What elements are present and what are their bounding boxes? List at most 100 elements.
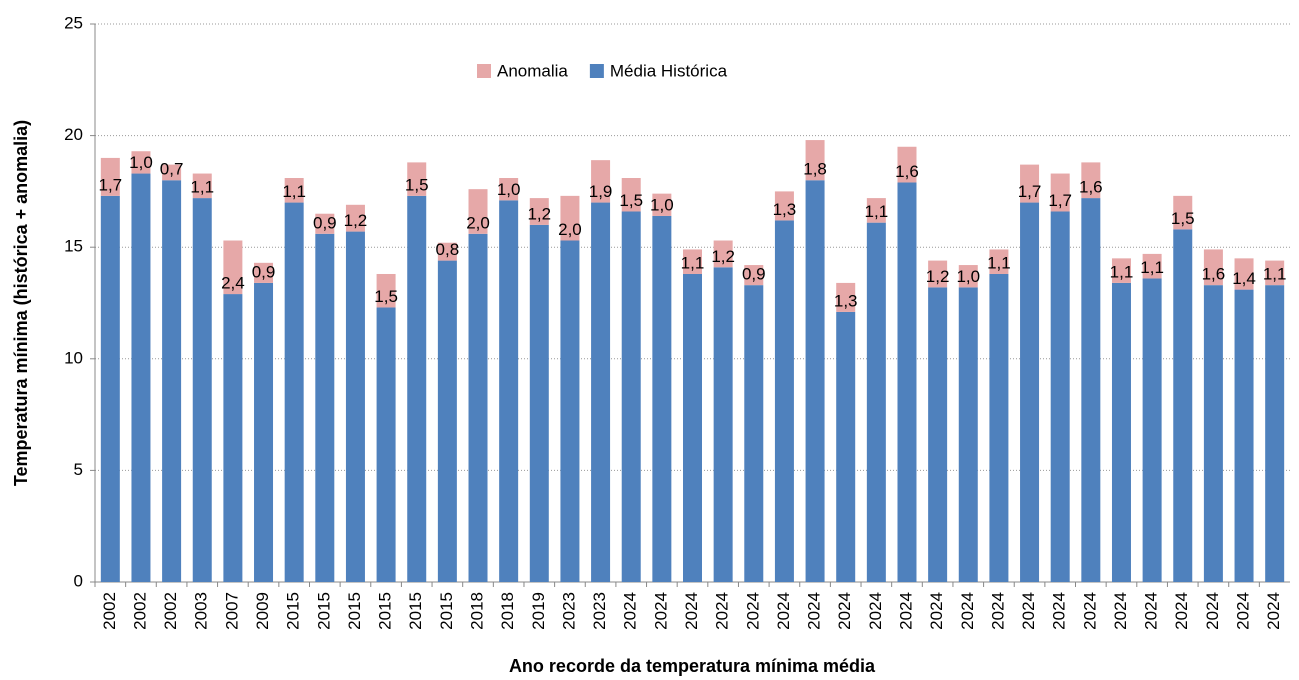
bar-segment — [621, 211, 641, 582]
bar-segment — [774, 220, 794, 582]
data-label: 1,1 — [681, 253, 705, 272]
bar-segment — [315, 213, 335, 234]
data-label: 1,1 — [282, 182, 306, 201]
x-tick-label: 2024 — [1172, 592, 1191, 630]
bar-segment — [192, 173, 212, 199]
bar-segment — [315, 233, 335, 583]
data-label: 1,6 — [1202, 265, 1226, 284]
bar-segment — [683, 273, 702, 582]
bar-segment — [131, 173, 151, 582]
bar-segment — [437, 242, 457, 261]
bar-segment — [1142, 253, 1162, 279]
data-label: 1,1 — [190, 178, 214, 197]
data-label: 1,8 — [803, 160, 827, 179]
legend-swatch — [589, 64, 604, 78]
data-label: 1,0 — [497, 180, 521, 199]
data-label: 1,0 — [956, 267, 980, 286]
x-tick-label: 2024 — [1050, 592, 1069, 630]
x-tick-label: 2024 — [958, 592, 977, 630]
x-tick-label: 2018 — [498, 592, 517, 630]
x-axis-title: Ano recorde da temperatura mínima média — [509, 656, 876, 676]
data-label: 1,3 — [773, 200, 797, 219]
bar-segment — [1173, 195, 1193, 230]
x-tick-label: 2009 — [253, 592, 272, 630]
data-label: 1,2 — [527, 204, 551, 223]
bar-segment — [254, 262, 274, 283]
bar-segment — [866, 198, 886, 223]
bar-segment — [989, 249, 1009, 274]
bar-segment — [1265, 260, 1285, 286]
data-label: 0,7 — [160, 160, 184, 179]
x-tick-label: 2024 — [743, 592, 762, 630]
data-label: 1,7 — [99, 175, 123, 194]
x-tick-label: 2015 — [437, 592, 456, 630]
bar-segment — [897, 182, 917, 583]
x-tick-label: 2024 — [866, 592, 885, 630]
data-label: 1,7 — [1018, 182, 1042, 201]
bar-segment — [1050, 211, 1070, 582]
bar-segment — [958, 287, 978, 582]
x-tick-label: 2024 — [805, 592, 824, 630]
bar-segment — [345, 204, 365, 232]
bar-segment — [223, 240, 243, 295]
data-label: 1,0 — [129, 153, 153, 172]
x-tick-label: 2002 — [100, 592, 119, 630]
bar-segment — [529, 224, 549, 582]
x-tick-label: 2024 — [1142, 592, 1161, 630]
x-tick-label: 2015 — [284, 592, 303, 630]
bar-segment — [1265, 285, 1285, 582]
data-label: 1,1 — [1110, 262, 1134, 281]
data-label: 1,5 — [405, 175, 429, 194]
bar-segment — [407, 162, 427, 196]
data-label: 1,1 — [987, 253, 1011, 272]
x-tick-label: 2024 — [682, 592, 701, 630]
bar-segment — [560, 195, 580, 241]
bar-segment — [1111, 282, 1131, 582]
x-tick-label: 2019 — [529, 592, 548, 630]
data-label: 0,9 — [313, 213, 337, 232]
data-label: 1,5 — [619, 191, 643, 210]
x-tick-label: 2024 — [1111, 592, 1130, 630]
data-label: 2,0 — [466, 213, 490, 232]
x-tick-label: 2024 — [1203, 592, 1222, 630]
x-tick-label: 2024 — [621, 592, 640, 630]
bar-segment — [1203, 285, 1223, 582]
x-tick-label: 2024 — [713, 592, 732, 630]
x-tick-label: 2024 — [651, 592, 670, 630]
y-axis-title: Temperatura mínima (histórica + anomalia… — [11, 120, 31, 486]
bar-segment — [1020, 202, 1040, 582]
bar-segment — [652, 193, 672, 216]
data-label: 1,1 — [1263, 265, 1287, 284]
bar-segment — [468, 189, 488, 234]
x-tick-label: 2015 — [406, 592, 425, 630]
x-tick-label: 2024 — [896, 592, 915, 630]
x-tick-label: 2018 — [467, 592, 486, 630]
y-tick-label: 20 — [64, 125, 83, 144]
bar-segment — [836, 282, 856, 312]
x-tick-label: 2015 — [314, 592, 333, 630]
y-tick-label: 5 — [74, 460, 83, 479]
data-label: 1,7 — [1048, 191, 1072, 210]
bar-segment — [989, 273, 1009, 582]
bar-segment — [254, 282, 274, 582]
bar-segment — [284, 202, 304, 582]
x-tick-label: 2015 — [345, 592, 364, 630]
x-tick-label: 2024 — [1080, 592, 1099, 630]
bar-segment — [928, 287, 948, 582]
data-label: 1,1 — [1140, 258, 1164, 277]
x-tick-label: 2024 — [927, 592, 946, 630]
bar-segment — [1203, 249, 1223, 286]
bar-segment — [100, 157, 120, 196]
bar-segment — [591, 160, 611, 203]
legend-label: Anomalia — [497, 61, 568, 80]
bar-segment — [560, 240, 580, 582]
data-label: 0,9 — [252, 262, 276, 281]
bar-segment — [1234, 258, 1254, 290]
bar-segment — [437, 260, 457, 582]
x-tick-label: 2002 — [130, 592, 149, 630]
data-label: 1,3 — [834, 291, 858, 310]
x-tick-label: 2002 — [161, 592, 180, 630]
bar-segment — [866, 222, 886, 582]
bar-segment — [1111, 258, 1131, 283]
